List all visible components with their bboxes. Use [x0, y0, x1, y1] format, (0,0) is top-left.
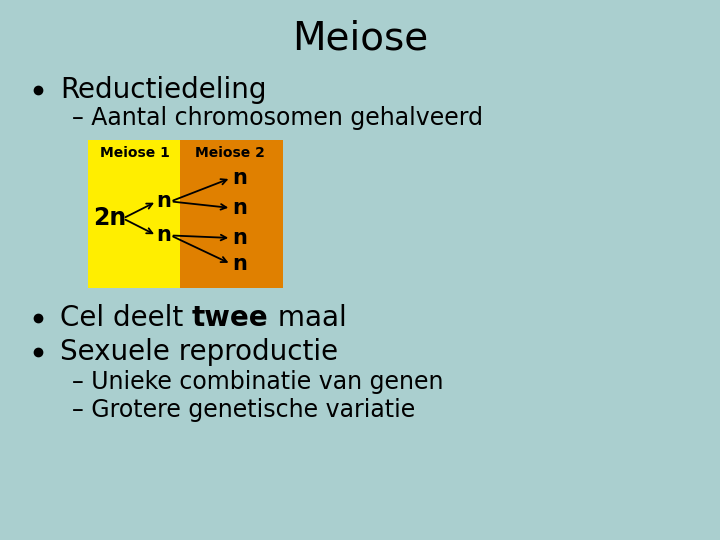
Text: Meiose 1: Meiose 1: [100, 146, 170, 160]
Text: n: n: [156, 192, 171, 212]
Text: n: n: [233, 228, 248, 248]
Text: Meiose 2: Meiose 2: [195, 146, 265, 160]
Text: n: n: [156, 225, 171, 246]
Text: n: n: [233, 198, 248, 218]
Bar: [88, 140, 180, 288]
Text: – Grotere genetische variatie: – Grotere genetische variatie: [72, 398, 415, 422]
Text: – Aantal chromosomen gehalveerd: – Aantal chromosomen gehalveerd: [72, 106, 483, 130]
Text: Meiose: Meiose: [292, 19, 428, 57]
Text: maal: maal: [269, 304, 346, 332]
Text: n: n: [233, 168, 248, 188]
Text: – Unieke combinatie van genen: – Unieke combinatie van genen: [72, 370, 444, 394]
Text: Sexuele reproductie: Sexuele reproductie: [60, 338, 338, 366]
Text: 2n: 2n: [94, 206, 127, 231]
Text: twee: twee: [192, 304, 269, 332]
Bar: [180, 140, 283, 288]
Text: Reductiedeling: Reductiedeling: [60, 76, 266, 104]
Text: n: n: [233, 254, 248, 274]
Text: Cel deelt: Cel deelt: [60, 304, 192, 332]
